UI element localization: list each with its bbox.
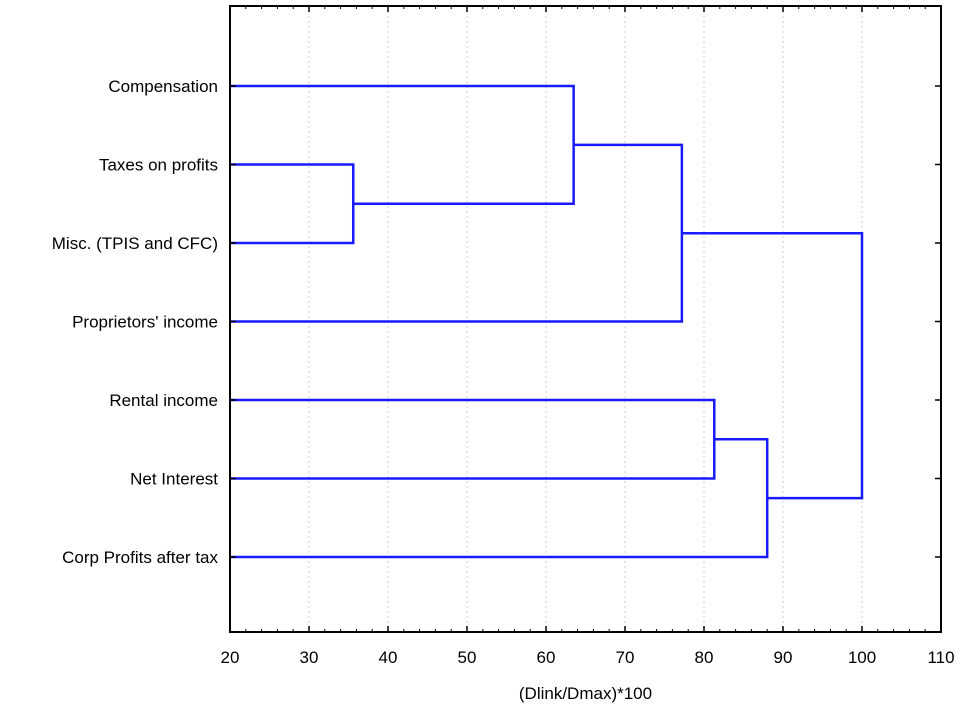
x-tick-label: 90 (774, 648, 793, 667)
leaf-label: Misc. (TPIS and CFC) (52, 234, 218, 253)
x-tick-label: 100 (848, 648, 876, 667)
x-tick-label: 30 (300, 648, 319, 667)
plot-frame (229, 5, 942, 633)
x-tick-label: 40 (379, 648, 398, 667)
leaf-label: Compensation (108, 77, 218, 96)
merge-link (230, 163, 355, 245)
leaf-label: Taxes on profits (99, 156, 218, 175)
x-tick-label: 110 (927, 648, 954, 667)
leaf-label: Proprietors' income (72, 313, 218, 332)
merge-link (230, 143, 684, 323)
merge-link (681, 231, 864, 500)
x-tick-label: 60 (537, 648, 556, 667)
leaf-label: Corp Profits after tax (62, 548, 218, 567)
leaf-label: Rental income (109, 391, 218, 410)
x-tick-label: 70 (616, 648, 635, 667)
merge-link (230, 84, 575, 205)
x-tick-label: 20 (221, 648, 240, 667)
dendrogram-links (230, 84, 864, 559)
merge-link (230, 398, 716, 480)
leaf-label: Net Interest (130, 470, 218, 489)
x-tick-label: 50 (458, 648, 477, 667)
x-axis-title: (Dlink/Dmax)*100 (519, 684, 652, 703)
x-tick-label: 80 (695, 648, 714, 667)
merge-link (230, 438, 769, 559)
axis-ticks (229, 6, 942, 632)
grid-lines (308, 6, 863, 632)
axis-labels: 20 30 40 50 60 70 80 90 100 110 Compensation Taxes … (52, 77, 955, 667)
